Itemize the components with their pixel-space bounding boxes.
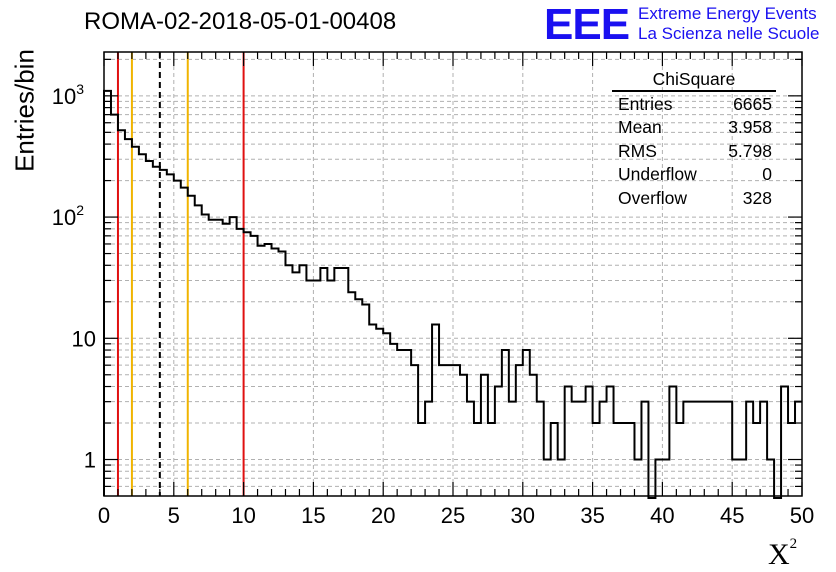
x-tick-label: 40 <box>650 503 674 528</box>
eee-logo: EEE <box>544 0 630 49</box>
stats-label: Entries <box>618 94 673 114</box>
x-tick-label: 10 <box>231 503 255 528</box>
x-axis-label-base: X <box>768 538 790 571</box>
stats-label: Overflow <box>618 187 688 208</box>
reference-lines <box>116 52 245 496</box>
y-tick-label: 10 <box>72 326 96 351</box>
x-tick-label: 25 <box>441 503 465 528</box>
x-tick-label: 45 <box>720 503 744 528</box>
stats-value: 5.798 <box>728 140 772 161</box>
x-tick-label: 0 <box>98 503 110 528</box>
stats-label: RMS <box>618 140 657 161</box>
stats-box: ChiSquare Entries 6665 Mean 3.958 RMS 5.798… <box>612 68 776 210</box>
stats-label: Underflow <box>618 164 697 185</box>
x-axis-label: X2 <box>768 536 797 572</box>
x-tick-label: 35 <box>580 503 604 528</box>
y-tick-label: 103 <box>52 81 84 109</box>
stats-value: 3.958 <box>728 117 772 138</box>
y-axis-label: Entries/bin <box>9 49 40 172</box>
x-tick-label: 50 <box>790 503 814 528</box>
stats-row-underflow: Underflow 0 <box>612 163 776 186</box>
logo-tagline-1: Extreme Energy Events <box>638 4 817 23</box>
y-tick-label: 102 <box>52 202 84 230</box>
histogram-outline <box>103 89 802 499</box>
x-tick-label: 5 <box>168 503 180 528</box>
stats-row-mean: Mean 3.958 <box>612 116 776 139</box>
chart-title: ROMA-02-2018-05-01-00408 <box>84 8 397 35</box>
x-tick-label: 20 <box>371 503 395 528</box>
stats-row-overflow: Overflow 328 <box>612 187 776 210</box>
x-tick-label: 30 <box>511 503 535 528</box>
stats-value: 328 <box>742 187 772 208</box>
y-tick-label: 1 <box>84 448 96 473</box>
histogram <box>103 89 802 499</box>
stats-label: Mean <box>618 117 662 138</box>
stats-row-rms: RMS 5.798 <box>612 140 776 163</box>
logo-tagline-2: La Scienza nelle Scuole <box>638 24 820 43</box>
stats-value: 6665 <box>733 94 772 114</box>
stats-row-entries: Entries 6665 <box>612 93 776 116</box>
x-tick-label: 15 <box>301 503 325 528</box>
stats-value: 0 <box>762 164 772 185</box>
stats-title: ChiSquare <box>612 68 776 92</box>
y-axis: 1 10 102 103 <box>52 58 802 488</box>
x-axis-label-sup: 2 <box>789 536 798 552</box>
